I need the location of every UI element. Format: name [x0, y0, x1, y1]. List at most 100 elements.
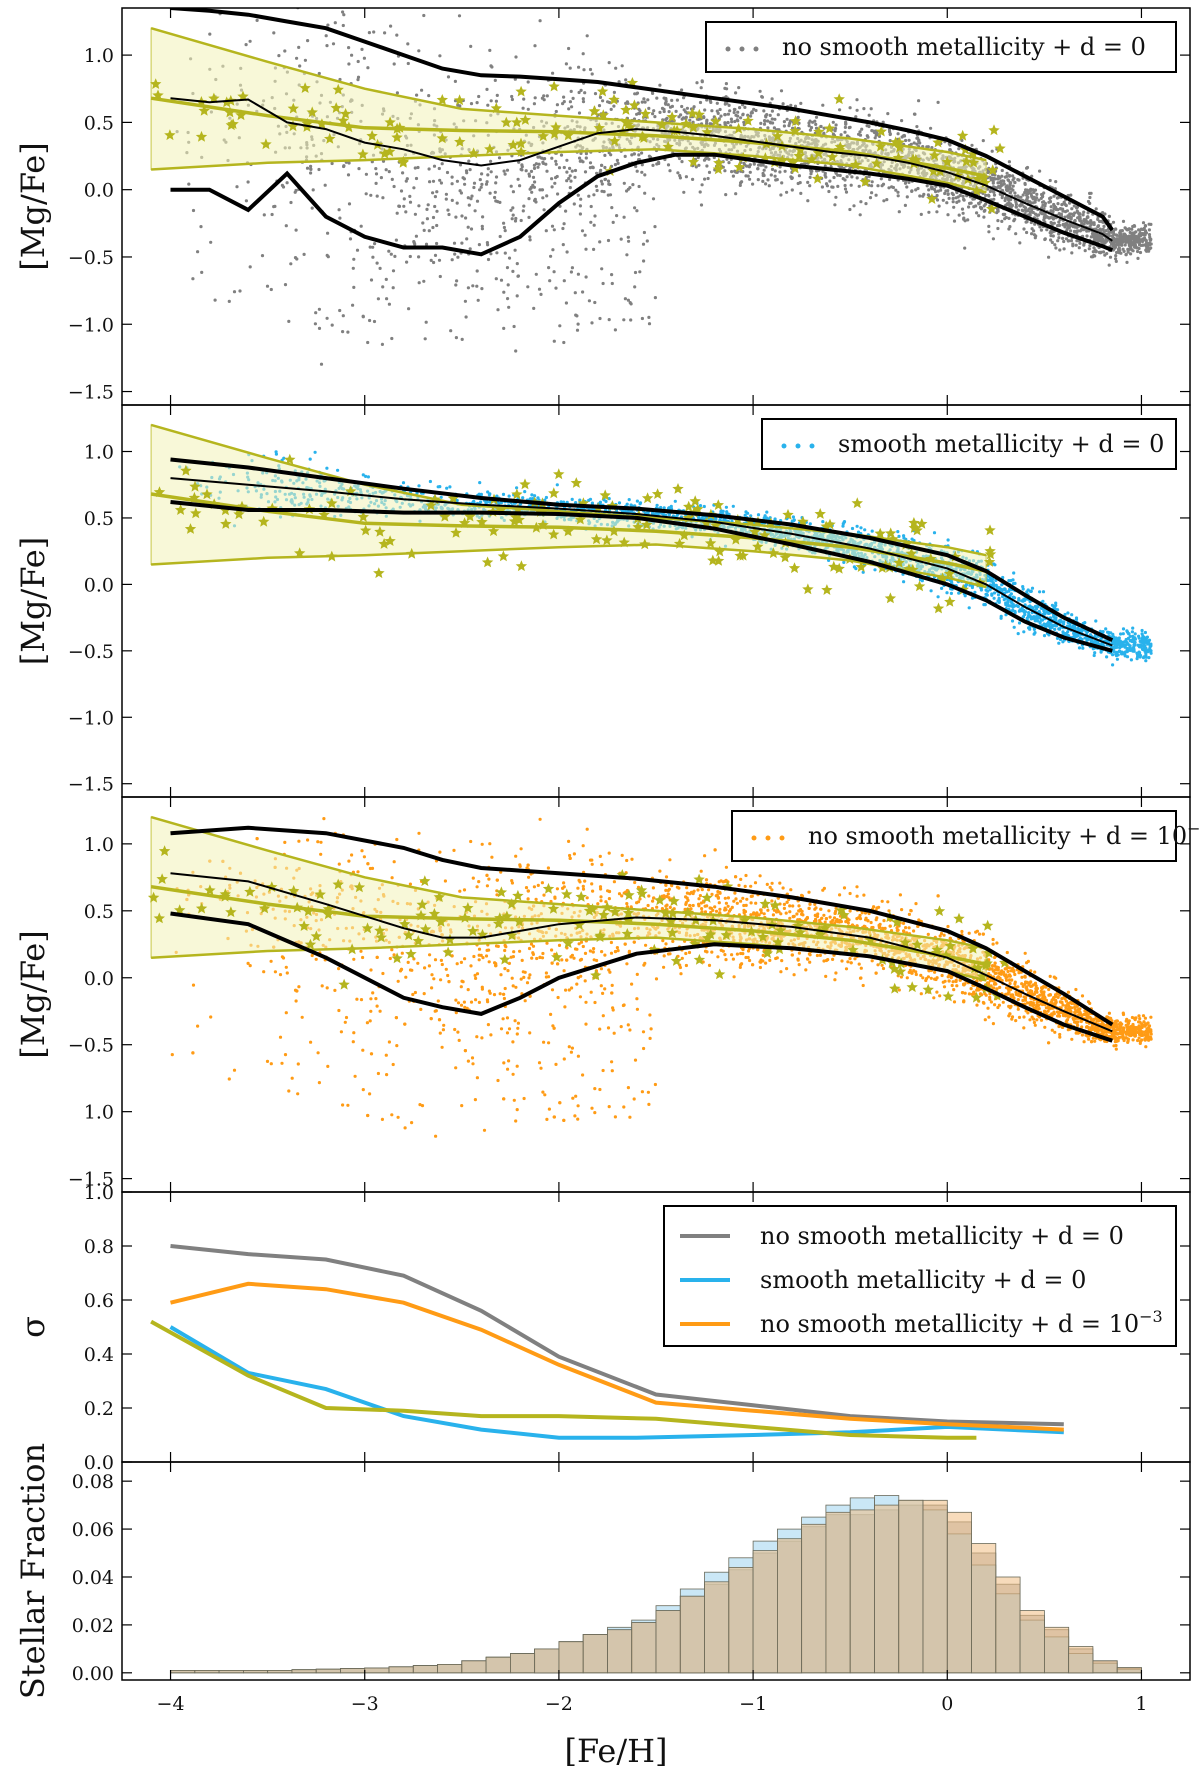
scatter-point	[946, 213, 950, 217]
observed-star	[789, 162, 801, 174]
scatter-point	[200, 270, 204, 274]
scatter-point	[992, 193, 997, 197]
scatter-point	[1002, 182, 1006, 186]
scatter-point	[372, 30, 376, 34]
scatter-point	[342, 13, 346, 17]
scatter-point	[509, 208, 513, 212]
scatter-point	[733, 119, 737, 124]
scatter-point	[638, 109, 642, 113]
scatter-point	[477, 243, 481, 247]
scatter-point	[472, 185, 476, 190]
scatter-point	[537, 287, 542, 291]
scatter-point	[809, 126, 814, 130]
scatter-point	[597, 104, 602, 108]
observed-star	[287, 102, 299, 114]
scatter-point	[431, 215, 436, 220]
scatter-point	[341, 23, 345, 28]
scatter-point	[987, 230, 991, 234]
observed-star	[813, 125, 825, 137]
scatter-point	[407, 307, 411, 311]
scatter-point	[779, 89, 784, 93]
scatter-point	[629, 318, 633, 322]
scatter-point	[578, 212, 583, 216]
scatter-point	[705, 164, 709, 168]
scatter-point	[489, 252, 493, 256]
scatter-point	[550, 185, 554, 189]
scatter-point	[1134, 230, 1138, 234]
scatter-point	[947, 196, 951, 200]
scatter-point	[990, 149, 994, 153]
scatter-point	[465, 171, 469, 175]
observed-star	[628, 99, 641, 111]
scatter-point	[585, 34, 589, 38]
observed-stars	[150, 77, 1006, 214]
scatter-point	[876, 184, 880, 188]
scatter-point	[433, 253, 438, 257]
scatter-point	[433, 204, 437, 209]
scatter-point	[870, 180, 874, 184]
scatter-point	[1049, 196, 1053, 200]
scatter-point	[793, 104, 798, 108]
scatter-point	[352, 257, 356, 261]
scatter-point	[526, 285, 530, 289]
scatter-point	[284, 224, 288, 228]
scatter-point	[1073, 211, 1077, 215]
scatter-point	[635, 499, 640, 503]
scatter-point	[381, 196, 385, 200]
scatter-point	[658, 83, 662, 87]
observed-star	[436, 94, 448, 105]
scatter-point	[785, 190, 789, 194]
scatter-point	[952, 205, 956, 209]
scatter-point	[1092, 222, 1096, 227]
scatter-point	[493, 190, 497, 194]
scatter-point	[628, 301, 632, 305]
observed-star	[596, 85, 609, 97]
scatter-point	[543, 157, 547, 161]
scatter-point	[542, 208, 546, 212]
scatter-point	[1014, 205, 1018, 209]
scatter-point	[698, 190, 702, 194]
scatter-point	[640, 170, 644, 174]
scatter-point	[765, 510, 769, 514]
observed-star	[927, 165, 940, 177]
scatter-point	[387, 302, 391, 306]
scatter-point	[1057, 232, 1061, 236]
scatter-point	[695, 81, 699, 85]
observed-star	[926, 193, 938, 204]
scatter-point	[607, 61, 611, 65]
scatter-point	[527, 174, 532, 178]
scatter-point	[521, 496, 525, 500]
scatter-point	[756, 178, 760, 182]
scatter-point	[926, 193, 931, 197]
scatter-point	[896, 190, 900, 194]
scatter-point	[625, 253, 629, 257]
scatter-point	[495, 93, 499, 97]
scatter-point	[317, 71, 321, 76]
scatter-point	[455, 201, 459, 205]
scatter-point	[438, 274, 442, 279]
scatter-point	[568, 100, 573, 104]
scatter-point	[664, 117, 668, 121]
observed-star	[941, 156, 953, 167]
scatter-point	[478, 178, 482, 182]
scatter-point	[637, 111, 641, 116]
observed-star	[235, 109, 247, 121]
scatter-point	[1121, 632, 1125, 636]
scatter-point	[295, 257, 299, 261]
scatter-point	[572, 202, 576, 206]
scatter-point	[1054, 206, 1058, 210]
observed-star	[687, 156, 700, 167]
scatter-point	[499, 278, 504, 282]
scatter-point	[990, 593, 994, 597]
scatter-point	[1043, 237, 1047, 242]
scatter-point	[425, 207, 429, 211]
scatter-point	[680, 117, 684, 121]
scatter-point	[736, 110, 740, 114]
scatter-point	[866, 135, 870, 139]
scatter-point	[1112, 236, 1116, 240]
scatter-point	[502, 221, 506, 225]
scatter-point	[302, 252, 306, 256]
scatter-point	[521, 209, 525, 213]
scatter-point	[822, 131, 826, 135]
scatter-point	[248, 39, 252, 43]
